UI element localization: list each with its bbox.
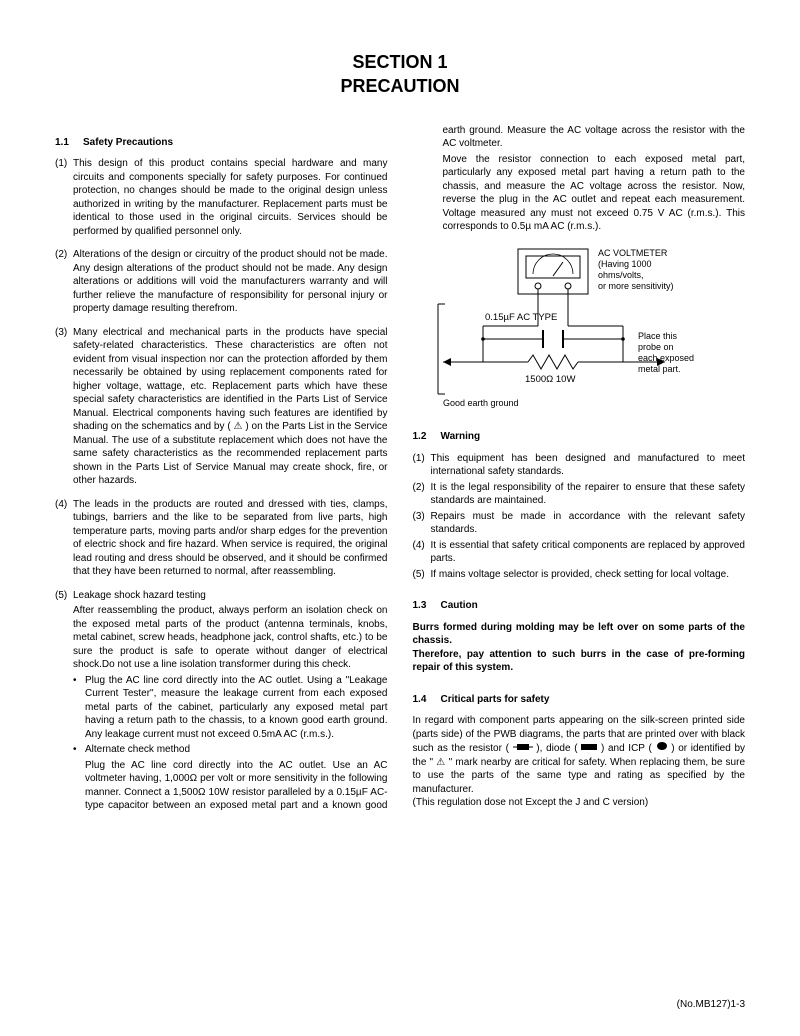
item-1-2-4: (4)It is essential that safety critical … — [431, 539, 746, 566]
title-block: SECTION 1 PRECAUTION — [55, 50, 745, 99]
critical-note: (This regulation dose not Except the J a… — [413, 796, 746, 810]
ground-label: Good earth ground — [443, 398, 519, 408]
voltmeter-diagram: AC VOLTMETER (Having 1000 ohms/volts, or… — [413, 244, 746, 419]
icp-icon — [656, 741, 668, 756]
bullet-alternate-cont: Move the resistor connection to each exp… — [443, 153, 746, 234]
caution-p2: Therefore, pay attention to such burrs i… — [413, 648, 746, 675]
t2: ), diode ( — [536, 743, 577, 754]
lead: Leakage shock hazard testing — [73, 590, 206, 601]
diode-icon — [581, 742, 597, 756]
heading-1-2: 1.2Warning — [413, 430, 746, 444]
text: This equipment has been designed and man… — [431, 453, 746, 478]
lead: Alternate check method — [85, 744, 190, 755]
cap-label: 0.15µF AC TYPE — [485, 312, 557, 323]
item-1-2-3: (3)Repairs must be made in accordance wi… — [431, 510, 746, 537]
text: Repairs must be made in accordance with … — [431, 511, 746, 536]
probe-l2: probe on — [638, 342, 674, 352]
probe-l3: each exposed — [638, 353, 694, 363]
section-title: SECTION 1 — [55, 50, 745, 74]
text: Alterations of the design or circuitry o… — [73, 249, 388, 314]
critical-body: In regard with component parts appearing… — [413, 714, 746, 796]
probe-l1: Place this — [638, 331, 678, 341]
resistor-icon — [513, 742, 533, 756]
precaution-title: PRECAUTION — [55, 74, 745, 98]
heading-1-4: 1.4Critical parts for safety — [413, 693, 746, 707]
vm-l4: or more sensitivity) — [598, 281, 674, 291]
item-1-2-1: (1)This equipment has been designed and … — [431, 452, 746, 479]
body-columns: 1.1Safety Precautions (1)This design of … — [55, 124, 745, 813]
text: The leads in the products are routed and… — [73, 499, 388, 578]
item-1-1-5-body: After reassembling the product, always p… — [73, 604, 388, 672]
item-1-1-4: (4)The leads in the products are routed … — [73, 498, 388, 579]
item-1-2-2: (2)It is the legal responsibility of the… — [431, 481, 746, 508]
vm-l2: (Having 1000 — [598, 259, 652, 269]
res-label: 1500Ω 10W — [525, 374, 575, 385]
vm-l3: ohms/volts, — [598, 270, 644, 280]
bullet-tester: •Plug the AC line cord directly into the… — [85, 674, 388, 742]
text: It is essential that safety critical com… — [431, 540, 746, 565]
vm-l1: AC VOLTMETER — [598, 248, 668, 258]
probe-l4: metal part. — [638, 364, 681, 374]
item-1-2-5: (5)If mains voltage selector is provided… — [431, 568, 746, 582]
item-1-1-1: (1)This design of this product contains … — [73, 157, 388, 238]
item-1-1-2: (2)Alterations of the design or circuitr… — [73, 248, 388, 316]
item-1-1-5: (5)Leakage shock hazard testing — [73, 589, 388, 603]
text: It is the legal responsibility of the re… — [431, 482, 746, 507]
item-1-1-3: (3)Many electrical and mechanical parts … — [73, 326, 388, 488]
heading-1-3: 1.3Caution — [413, 599, 746, 613]
bullet-alternate: •Alternate check method — [85, 743, 388, 757]
t3: ) and ICP ( — [601, 743, 652, 754]
caution-p1: Burrs formed during molding may be left … — [413, 621, 746, 648]
page-footer: (No.MB127)1-3 — [677, 998, 745, 1012]
text: Many electrical and mechanical parts in … — [73, 327, 388, 487]
heading-1-1: 1.1Safety Precautions — [55, 136, 388, 150]
text: Plug the AC line cord directly into the … — [85, 675, 388, 740]
text: This design of this product contains spe… — [73, 158, 388, 237]
text: If mains voltage selector is provided, c… — [431, 569, 729, 580]
